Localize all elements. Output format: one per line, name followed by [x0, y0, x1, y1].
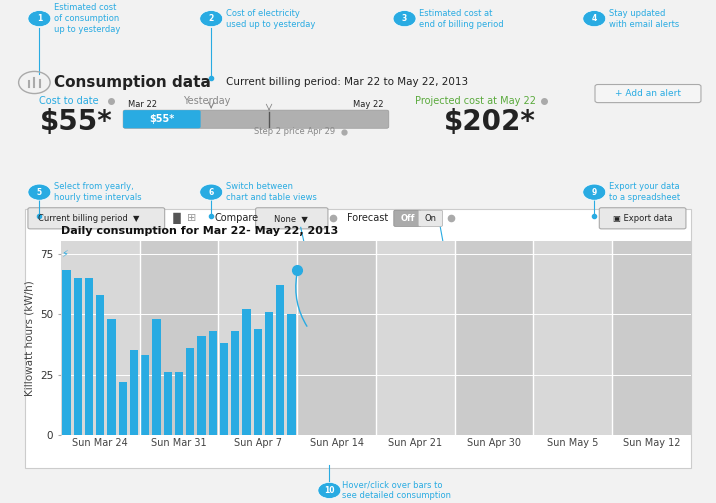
Text: See a forecast
of all your electricity
use and cost: See a forecast of all your electricity u…: [477, 349, 563, 380]
Bar: [376, 241, 455, 435]
Bar: [163, 372, 172, 435]
Text: 8: 8: [461, 360, 467, 369]
Text: Estimated cost at
end of billing period: Estimated cost at end of billing period: [419, 9, 503, 29]
Text: None  ▼: None ▼: [274, 214, 309, 223]
Text: Forecast: Forecast: [347, 213, 389, 223]
Bar: [84, 278, 93, 435]
Bar: [74, 278, 82, 435]
Text: Daily consumption for Mar 22- May 22, 2013: Daily consumption for Mar 22- May 22, 20…: [61, 226, 338, 236]
Text: $55*: $55*: [39, 108, 112, 136]
Text: 3: 3: [402, 14, 407, 23]
Bar: [198, 336, 205, 435]
Text: + Add an alert: + Add an alert: [615, 89, 681, 98]
FancyBboxPatch shape: [123, 110, 200, 128]
FancyBboxPatch shape: [599, 208, 686, 229]
Bar: [119, 382, 127, 435]
Text: 7: 7: [326, 360, 332, 369]
Text: Current billing period: Mar 22 to May 22, 2013: Current billing period: Mar 22 to May 22…: [226, 77, 468, 88]
Text: Current billing period  ▼: Current billing period ▼: [38, 214, 140, 223]
Text: Step 2 price Apr 29: Step 2 price Apr 29: [254, 127, 335, 136]
Text: Select from yearly,
hourly time intervals: Select from yearly, hourly time interval…: [54, 182, 141, 202]
Circle shape: [393, 11, 416, 27]
Text: Off: Off: [400, 214, 415, 223]
Text: Yesterday: Yesterday: [183, 96, 230, 106]
Bar: [218, 241, 297, 435]
FancyBboxPatch shape: [123, 110, 389, 128]
Circle shape: [453, 357, 475, 373]
Circle shape: [28, 184, 51, 200]
Bar: [141, 355, 150, 435]
Circle shape: [200, 184, 223, 200]
Text: Hover/click over bars to
see detailed consumption: Hover/click over bars to see detailed co…: [342, 480, 451, 500]
FancyBboxPatch shape: [394, 210, 421, 226]
Bar: [140, 241, 218, 435]
Text: Switch between
chart and table views: Switch between chart and table views: [226, 182, 316, 202]
Text: Stay updated
with email alerts: Stay updated with email alerts: [609, 9, 679, 29]
Text: 9: 9: [591, 188, 597, 197]
Bar: [276, 285, 284, 435]
Text: May 22: May 22: [353, 100, 384, 109]
Text: Export your data
to a spreadsheet: Export your data to a spreadsheet: [609, 182, 679, 202]
Text: Cost to date: Cost to date: [39, 96, 99, 106]
Bar: [287, 314, 296, 435]
Text: Consumption data: Consumption data: [54, 75, 211, 90]
Bar: [208, 331, 217, 435]
Bar: [107, 319, 116, 435]
FancyBboxPatch shape: [595, 85, 701, 103]
Text: On: On: [425, 214, 436, 223]
Bar: [61, 241, 140, 435]
Y-axis label: Killowatt hours (kW/h): Killowatt hours (kW/h): [24, 280, 34, 396]
Text: ⚡: ⚡: [61, 248, 68, 259]
FancyBboxPatch shape: [25, 209, 691, 468]
Bar: [231, 331, 239, 435]
Text: 6: 6: [208, 188, 214, 197]
Text: ▐▌: ▐▌: [169, 213, 186, 224]
Text: 2: 2: [208, 14, 214, 23]
Text: Compare to similar
homes nearby,
temperature etc.: Compare to similar homes nearby, tempera…: [342, 349, 422, 380]
Text: 5: 5: [37, 188, 42, 197]
Circle shape: [583, 11, 606, 27]
Bar: [297, 241, 376, 435]
Bar: [242, 309, 251, 435]
Bar: [533, 241, 612, 435]
Bar: [265, 312, 274, 435]
Text: 10: 10: [324, 486, 334, 495]
Bar: [62, 271, 71, 435]
Text: 4: 4: [591, 14, 597, 23]
Bar: [186, 348, 195, 435]
Bar: [96, 295, 105, 435]
Text: 1: 1: [37, 14, 42, 23]
Circle shape: [200, 11, 223, 27]
Bar: [612, 241, 691, 435]
Text: ⊞: ⊞: [187, 213, 197, 223]
FancyBboxPatch shape: [28, 208, 165, 229]
Bar: [455, 241, 533, 435]
Text: Projected cost at May 22: Projected cost at May 22: [415, 96, 536, 106]
Bar: [175, 372, 183, 435]
Text: Compare: Compare: [215, 213, 259, 223]
FancyBboxPatch shape: [418, 210, 442, 226]
Bar: [153, 319, 160, 435]
Bar: [253, 328, 262, 435]
Bar: [220, 343, 228, 435]
Text: Mar 22: Mar 22: [128, 100, 158, 109]
Text: $55*: $55*: [149, 114, 175, 124]
FancyBboxPatch shape: [256, 208, 328, 229]
Text: $202*: $202*: [444, 108, 536, 136]
Circle shape: [583, 184, 606, 200]
Text: Estimated cost
of consumption
up to yesterday: Estimated cost of consumption up to yest…: [54, 3, 120, 34]
Text: ▣ Export data: ▣ Export data: [612, 214, 672, 223]
Text: Cost of electricity
used up to yesterday: Cost of electricity used up to yesterday: [226, 9, 315, 29]
Circle shape: [318, 357, 341, 373]
Bar: [130, 351, 138, 435]
Circle shape: [318, 482, 341, 498]
Circle shape: [28, 11, 51, 27]
